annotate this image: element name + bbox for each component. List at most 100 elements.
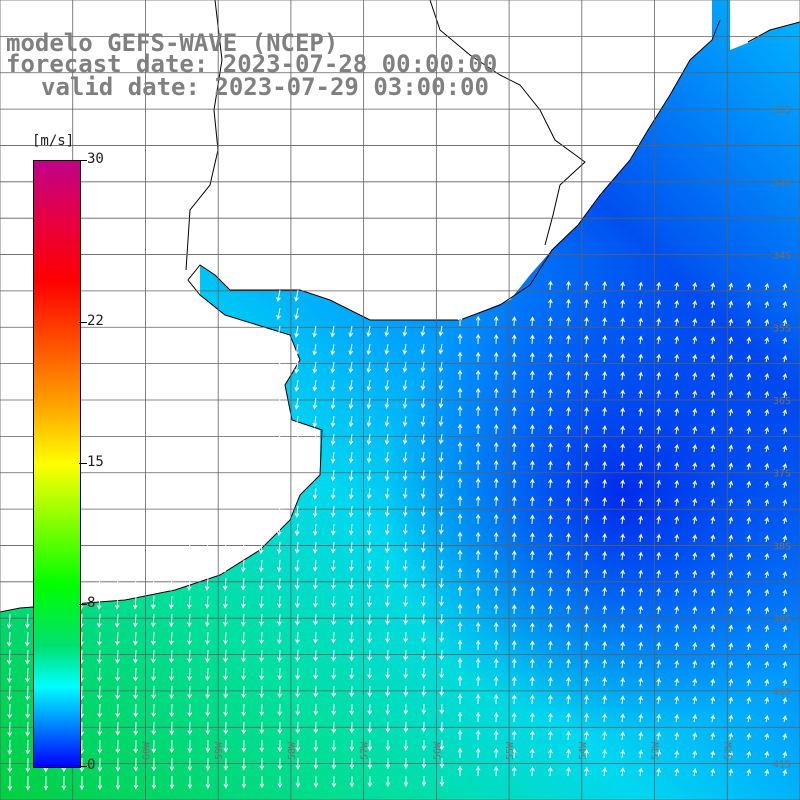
wind-arrow <box>294 325 299 338</box>
wind-arrow <box>493 441 499 453</box>
wind-arrow <box>728 372 734 381</box>
wind-arrow <box>276 505 282 519</box>
wind-arrow <box>692 570 698 579</box>
wind-arrow <box>529 640 535 651</box>
wind-arrow <box>421 649 426 661</box>
wind-arrow <box>295 577 300 591</box>
colorbar-tick-label: 15 <box>87 454 104 470</box>
wind-arrow <box>169 631 174 646</box>
wind-arrow <box>764 390 770 399</box>
wind-arrow <box>656 641 661 651</box>
wind-arrow <box>584 604 589 615</box>
wind-arrow <box>384 325 390 337</box>
wind-arrow <box>312 325 317 338</box>
wind-arrow <box>728 300 734 309</box>
wind-arrow <box>620 551 625 561</box>
wind-arrow <box>421 541 426 553</box>
wind-arrow <box>529 766 535 777</box>
wind-arrow <box>349 739 355 752</box>
wind-arrow <box>728 480 734 489</box>
wind-arrow <box>620 695 625 705</box>
wind-arrow <box>656 461 661 471</box>
wind-arrow <box>187 685 192 700</box>
wind-arrow <box>133 631 138 646</box>
wind-arrow <box>638 533 643 543</box>
wind-arrow <box>402 397 408 409</box>
wind-arrow <box>457 423 463 435</box>
wind-arrow <box>348 397 354 410</box>
wind-arrow <box>746 390 752 399</box>
wind-arrow <box>566 550 571 561</box>
wind-arrow <box>674 659 679 669</box>
wind-arrow <box>115 703 121 718</box>
wind-arrow <box>493 657 499 669</box>
wind-arrow <box>674 353 679 363</box>
wind-arrow <box>240 523 246 537</box>
wind-arrow <box>529 748 535 759</box>
wind-arrow <box>259 739 265 753</box>
wind-arrow <box>312 541 318 554</box>
wind-arrow <box>168 595 174 610</box>
wind-arrow <box>584 514 589 525</box>
wind-arrow <box>764 444 770 453</box>
wind-arrow <box>187 613 192 628</box>
wind-arrow <box>566 658 571 669</box>
wind-arrow <box>367 613 372 626</box>
wind-arrow <box>240 541 246 555</box>
wind-arrow <box>7 739 13 755</box>
wind-arrow <box>475 729 481 741</box>
wind-arrow <box>764 624 770 633</box>
wind-arrow <box>638 353 643 363</box>
wind-arrow <box>493 315 499 327</box>
wind-arrow <box>511 694 517 705</box>
wind-arrow <box>493 531 499 543</box>
wind-arrow <box>746 426 752 435</box>
wind-arrow <box>366 541 372 554</box>
wind-arrow <box>728 516 734 525</box>
wind-arrow <box>638 713 643 723</box>
wind-arrow <box>764 318 770 327</box>
wind-arrow <box>313 667 318 680</box>
wind-arrow <box>566 442 571 453</box>
wind-arrow <box>366 505 372 518</box>
wind-arrow <box>348 433 354 446</box>
wind-arrow <box>133 757 139 772</box>
wind-arrow <box>511 658 517 669</box>
wind-arrow <box>294 505 300 518</box>
wind-arrow <box>746 300 752 309</box>
wind-arrow <box>566 280 571 291</box>
wind-arrow <box>728 282 734 291</box>
wind-arrow <box>656 515 661 525</box>
wind-arrow <box>240 577 246 591</box>
wind-arrow <box>294 343 300 356</box>
wind-arrow <box>638 461 643 471</box>
wind-arrow <box>259 721 265 735</box>
wind-arrow <box>656 281 661 291</box>
wind-arrow <box>457 657 463 669</box>
wind-arrow <box>710 372 716 381</box>
wind-arrow <box>475 423 481 435</box>
wind-arrow <box>403 577 408 589</box>
wind-arrow <box>529 496 535 507</box>
wind-arrow <box>782 355 787 363</box>
wind-arrow <box>403 631 408 643</box>
wind-arrow <box>186 559 192 574</box>
wind-arrow <box>457 639 463 651</box>
wind-arrow <box>241 649 246 663</box>
wind-arrow <box>529 532 535 543</box>
colorbar-tick-label: 0 <box>87 757 96 773</box>
wind-arrow <box>115 739 121 754</box>
wind-arrow <box>584 694 589 705</box>
wind-arrow <box>746 714 752 723</box>
wind-arrow <box>638 281 643 291</box>
wind-arrow <box>25 685 30 701</box>
wind-arrow <box>330 451 336 464</box>
wind-arrow <box>421 757 427 769</box>
wind-arrow <box>692 390 698 399</box>
latitude-label: 34S <box>773 251 791 262</box>
wind-arrow <box>710 696 716 705</box>
wind-arrow <box>241 721 247 735</box>
wind-arrow <box>692 732 698 741</box>
wind-arrow <box>584 352 589 363</box>
wind-arrow <box>223 703 229 717</box>
